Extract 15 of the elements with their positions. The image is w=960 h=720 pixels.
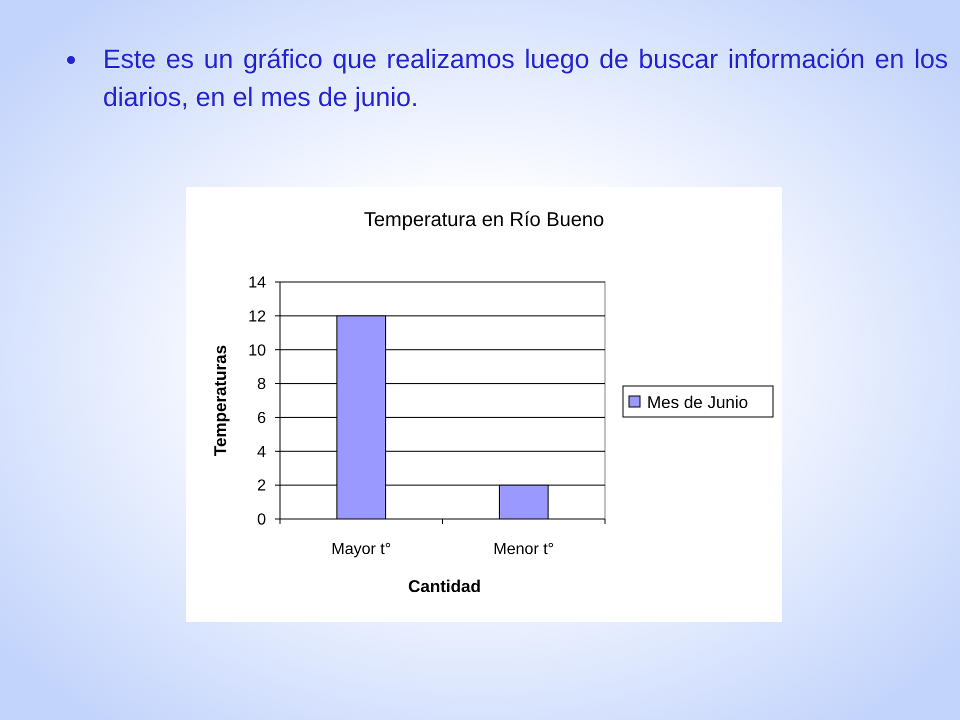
y-tick-label: 6 (257, 410, 266, 428)
y-tick-label: 0 (257, 512, 266, 529)
y-tick-label: 2 (257, 478, 266, 495)
y-tick-label: 8 (257, 376, 266, 394)
y-tick-label: 14 (248, 274, 266, 292)
y-axis-title: Temperaturas (211, 344, 230, 456)
text: Este es un gráfico que realizamos luego de buscar información en los diarios, en el mes de junio. (103, 43, 948, 114)
y-tick-label: 4 (257, 444, 266, 461)
y-tick-label: 12 (248, 308, 266, 326)
y-tick-label: 10 (248, 342, 266, 360)
chart-title: Temperatura en Río Bueno (364, 209, 604, 231)
legend-label: Mes de Junio (647, 392, 748, 412)
x-axis-title: Cantidad (408, 577, 481, 596)
x-tick-label: Menor t° (493, 541, 554, 558)
x-tick-label: Mayor t° (331, 541, 392, 558)
